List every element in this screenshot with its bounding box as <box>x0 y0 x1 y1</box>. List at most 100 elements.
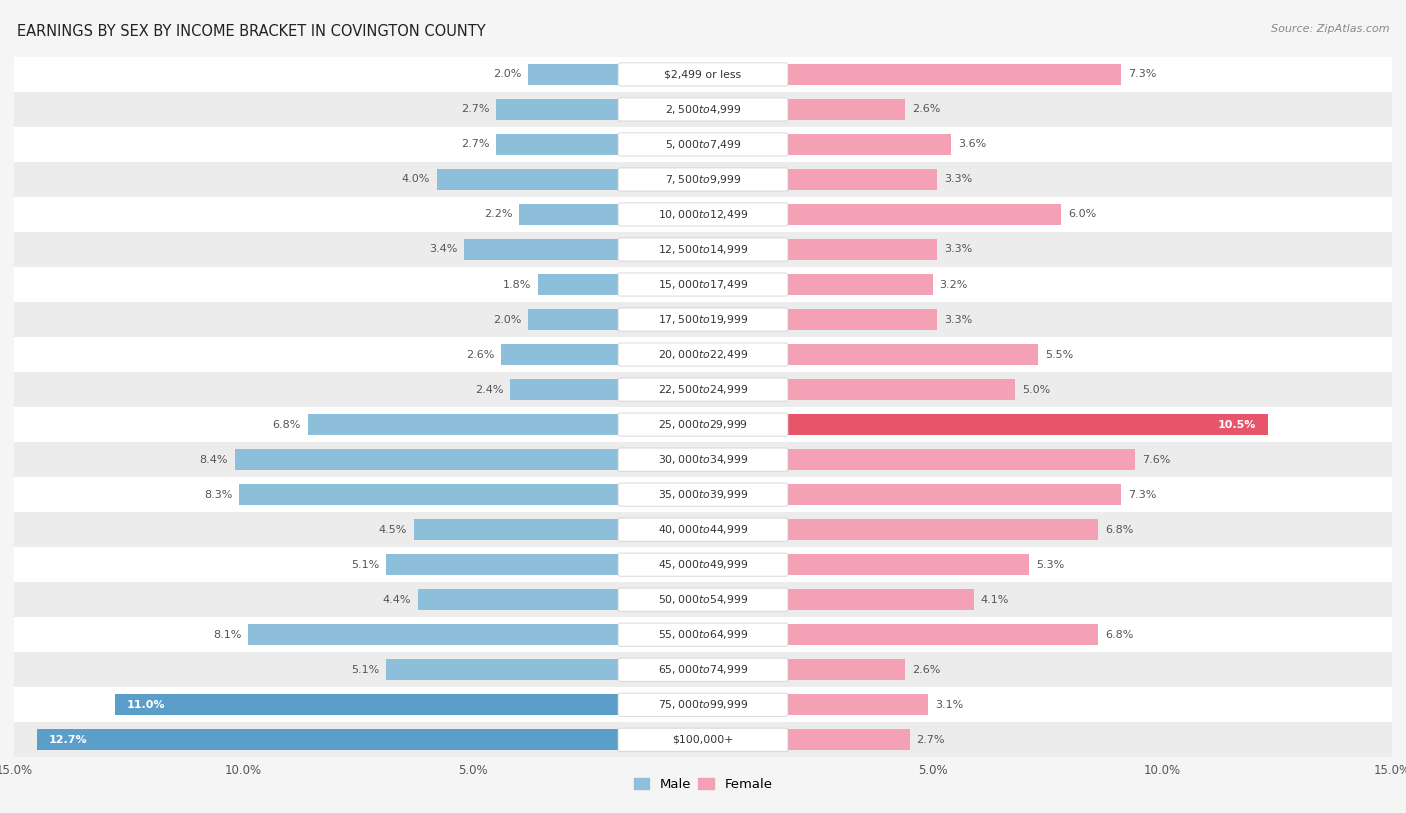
Bar <box>14 512 1392 547</box>
Bar <box>786 344 1038 365</box>
Bar <box>14 652 1392 687</box>
Bar <box>786 309 938 330</box>
Text: $45,000 to $49,999: $45,000 to $49,999 <box>658 559 748 572</box>
Bar <box>249 624 620 646</box>
Text: 6.0%: 6.0% <box>1069 210 1097 220</box>
Text: 8.4%: 8.4% <box>200 454 228 464</box>
Bar <box>786 449 1135 470</box>
Text: 8.3%: 8.3% <box>204 489 232 500</box>
FancyBboxPatch shape <box>619 553 787 576</box>
FancyBboxPatch shape <box>619 448 787 472</box>
Bar <box>786 239 938 260</box>
Bar <box>239 484 620 505</box>
Text: $17,500 to $19,999: $17,500 to $19,999 <box>658 313 748 326</box>
Bar <box>786 204 1062 225</box>
Text: $20,000 to $22,499: $20,000 to $22,499 <box>658 348 748 361</box>
FancyBboxPatch shape <box>619 659 787 681</box>
Bar <box>14 197 1392 232</box>
Text: 2.7%: 2.7% <box>461 104 489 115</box>
Text: $40,000 to $44,999: $40,000 to $44,999 <box>658 523 748 536</box>
Text: $5,000 to $7,499: $5,000 to $7,499 <box>665 138 741 151</box>
Text: 1.8%: 1.8% <box>502 280 531 289</box>
Bar <box>496 134 620 155</box>
Text: 2.6%: 2.6% <box>465 350 494 359</box>
FancyBboxPatch shape <box>619 98 787 121</box>
Text: $35,000 to $39,999: $35,000 to $39,999 <box>658 488 748 501</box>
Bar <box>786 379 1015 400</box>
Text: 15.0%: 15.0% <box>0 763 32 776</box>
FancyBboxPatch shape <box>619 693 787 716</box>
Text: 2.2%: 2.2% <box>484 210 512 220</box>
Text: 7.3%: 7.3% <box>1128 69 1156 80</box>
Bar <box>235 449 620 470</box>
Text: 8.1%: 8.1% <box>214 629 242 640</box>
Bar <box>496 99 620 120</box>
Text: 6.8%: 6.8% <box>1105 629 1133 640</box>
Text: 10.5%: 10.5% <box>1218 420 1257 429</box>
FancyBboxPatch shape <box>619 133 787 156</box>
Text: $22,500 to $24,999: $22,500 to $24,999 <box>658 383 748 396</box>
Bar <box>14 302 1392 337</box>
Text: 3.3%: 3.3% <box>945 175 973 185</box>
Bar <box>14 127 1392 162</box>
Text: 2.7%: 2.7% <box>461 140 489 150</box>
Bar <box>14 57 1392 92</box>
Text: 4.5%: 4.5% <box>378 524 406 535</box>
Bar <box>14 687 1392 722</box>
Text: 5.0%: 5.0% <box>1022 385 1050 394</box>
FancyBboxPatch shape <box>619 273 787 296</box>
Bar <box>786 694 928 715</box>
Text: 3.3%: 3.3% <box>945 245 973 254</box>
Text: 2.6%: 2.6% <box>912 665 941 675</box>
Text: 5.1%: 5.1% <box>352 559 380 570</box>
Text: $10,000 to $12,499: $10,000 to $12,499 <box>658 208 748 221</box>
Legend: Male, Female: Male, Female <box>628 773 778 797</box>
Text: $75,000 to $99,999: $75,000 to $99,999 <box>658 698 748 711</box>
FancyBboxPatch shape <box>619 588 787 611</box>
Bar <box>786 589 974 610</box>
Bar <box>115 694 620 715</box>
Text: $2,500 to $4,999: $2,500 to $4,999 <box>665 103 741 116</box>
FancyBboxPatch shape <box>619 168 787 191</box>
Bar <box>786 659 905 680</box>
FancyBboxPatch shape <box>619 483 787 506</box>
Bar <box>387 659 620 680</box>
Bar <box>14 267 1392 302</box>
Bar <box>786 624 1098 646</box>
Text: 2.7%: 2.7% <box>917 735 945 745</box>
Bar <box>786 274 932 295</box>
Bar <box>14 232 1392 267</box>
Bar <box>786 99 905 120</box>
Bar <box>537 274 620 295</box>
Bar <box>413 520 620 540</box>
Text: 4.1%: 4.1% <box>981 594 1010 605</box>
Text: $12,500 to $14,999: $12,500 to $14,999 <box>658 243 748 256</box>
FancyBboxPatch shape <box>619 343 787 366</box>
Text: 3.2%: 3.2% <box>939 280 967 289</box>
Bar <box>14 547 1392 582</box>
Bar <box>308 414 620 435</box>
Bar <box>14 617 1392 652</box>
Text: 6.8%: 6.8% <box>1105 524 1133 535</box>
Text: $15,000 to $17,499: $15,000 to $17,499 <box>658 278 748 291</box>
Text: 12.7%: 12.7% <box>48 735 87 745</box>
Bar <box>14 442 1392 477</box>
Bar <box>14 582 1392 617</box>
Text: 5.0%: 5.0% <box>918 763 948 776</box>
Bar <box>519 204 620 225</box>
Bar <box>786 554 1029 575</box>
FancyBboxPatch shape <box>619 728 787 751</box>
FancyBboxPatch shape <box>619 518 787 541</box>
Text: 3.3%: 3.3% <box>945 315 973 324</box>
Bar <box>786 134 950 155</box>
Bar <box>786 520 1098 540</box>
Bar <box>786 484 1121 505</box>
Text: 3.4%: 3.4% <box>429 245 457 254</box>
Text: $2,499 or less: $2,499 or less <box>665 69 741 80</box>
Text: 4.0%: 4.0% <box>401 175 430 185</box>
Text: 2.4%: 2.4% <box>475 385 503 394</box>
Text: $30,000 to $34,999: $30,000 to $34,999 <box>658 453 748 466</box>
Bar <box>464 239 620 260</box>
FancyBboxPatch shape <box>619 63 787 86</box>
Text: $100,000+: $100,000+ <box>672 735 734 745</box>
